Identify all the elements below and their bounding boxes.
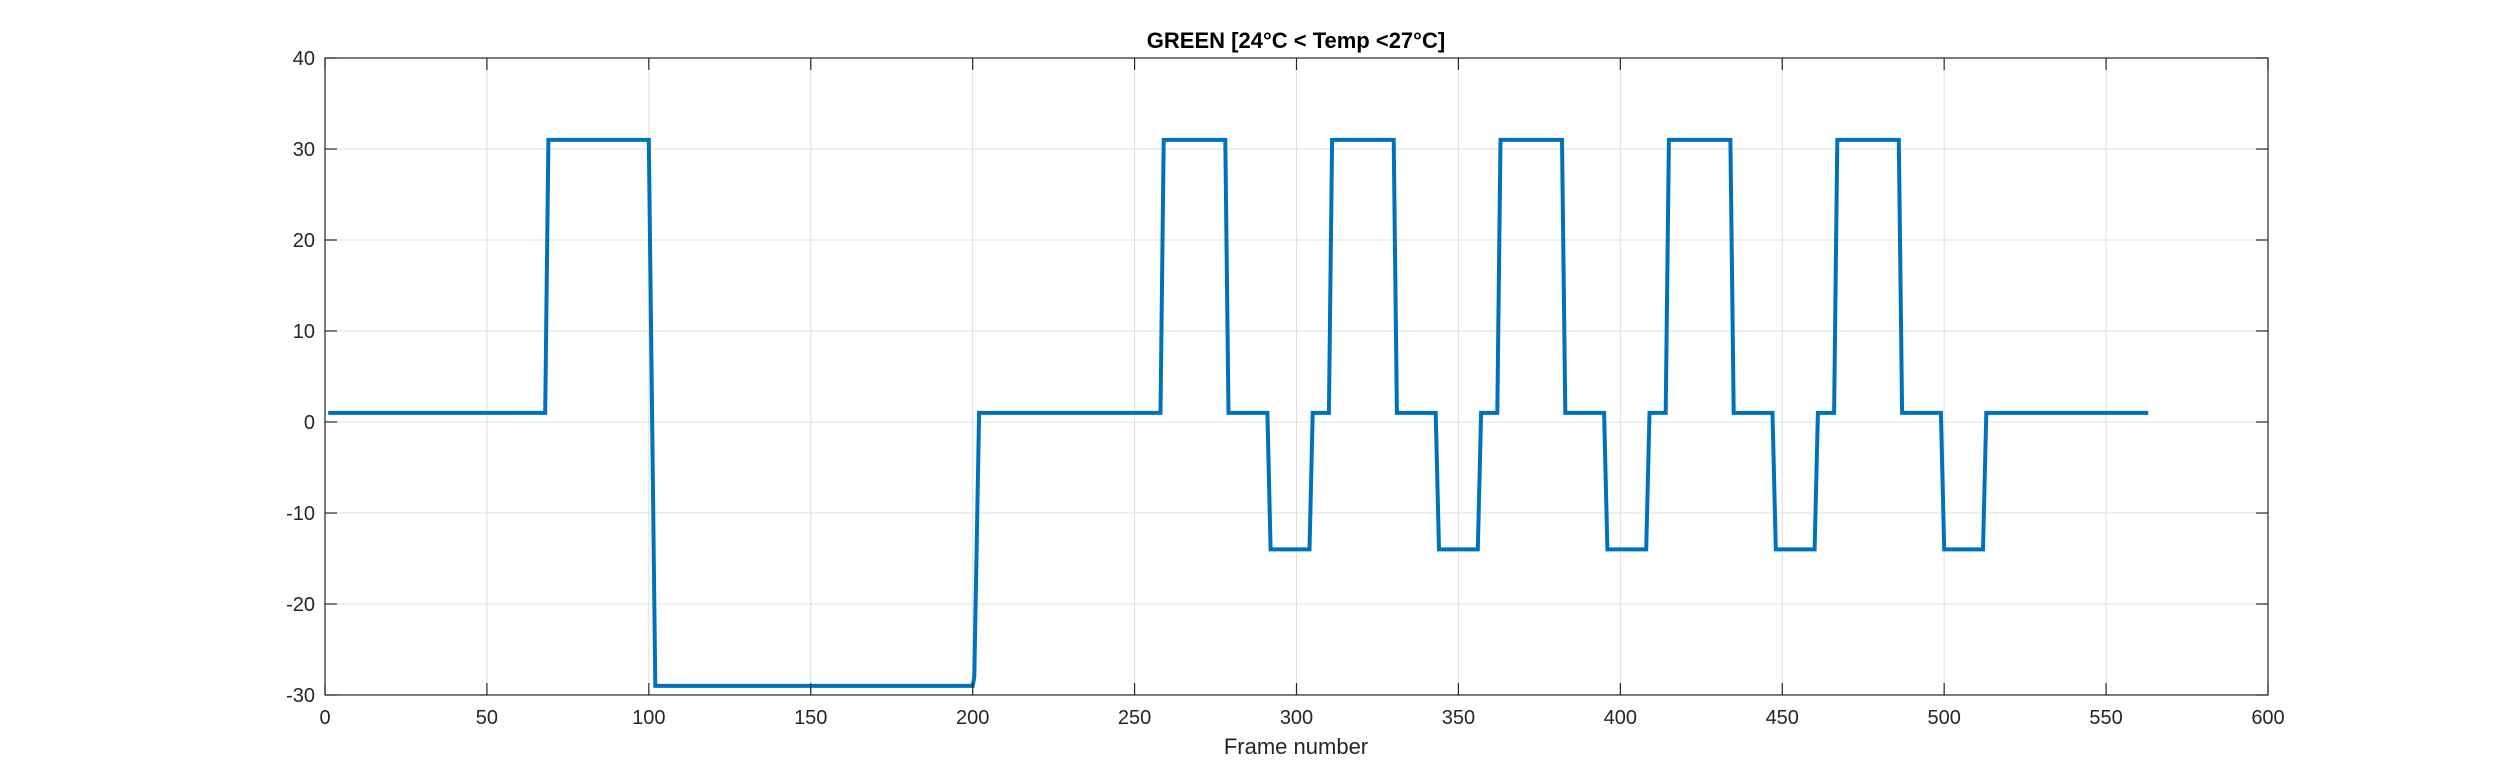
x-tick-label: 600 — [2251, 707, 2284, 729]
x-tick-label: 250 — [1118, 707, 1151, 729]
y-tick-label: -30 — [286, 685, 315, 707]
x-tick-label: 200 — [956, 707, 989, 729]
x-tick-label: 500 — [1927, 707, 1960, 729]
tick-marks — [324, 57, 2269, 696]
x-tick-label: 150 — [794, 707, 827, 729]
series-line — [328, 137, 2149, 688]
y-tick-label: 40 — [293, 48, 315, 70]
x-tick-label: 50 — [476, 707, 498, 729]
series-group — [328, 137, 2149, 688]
x-tick-labels: 0 50 100 150 200 250 300 350 400 450 500 550 600 — [319, 707, 2284, 729]
y-tick-labels: -30 -20 -10 0 10 20 30 40 — [286, 48, 315, 707]
y-tick-label: 30 — [293, 139, 315, 161]
x-tick-label: 100 — [632, 707, 665, 729]
x-tick-label: 0 — [319, 707, 330, 729]
chart-title: GREEN [24°C < Temp <27°C] — [1147, 28, 1445, 53]
x-tick-label: 400 — [1604, 707, 1637, 729]
y-tick-label: -20 — [286, 594, 315, 616]
y-tick-label: 0 — [304, 412, 315, 434]
x-tick-label: 300 — [1280, 707, 1313, 729]
y-tick-label: 20 — [293, 230, 315, 252]
y-tick-label: -10 — [286, 503, 315, 525]
x-tick-label: 350 — [1442, 707, 1475, 729]
x-tick-label: 550 — [2089, 707, 2122, 729]
x-axis-label: Frame number — [1224, 734, 1368, 759]
y-tick-label: 10 — [293, 321, 315, 343]
x-tick-label: 450 — [1766, 707, 1799, 729]
